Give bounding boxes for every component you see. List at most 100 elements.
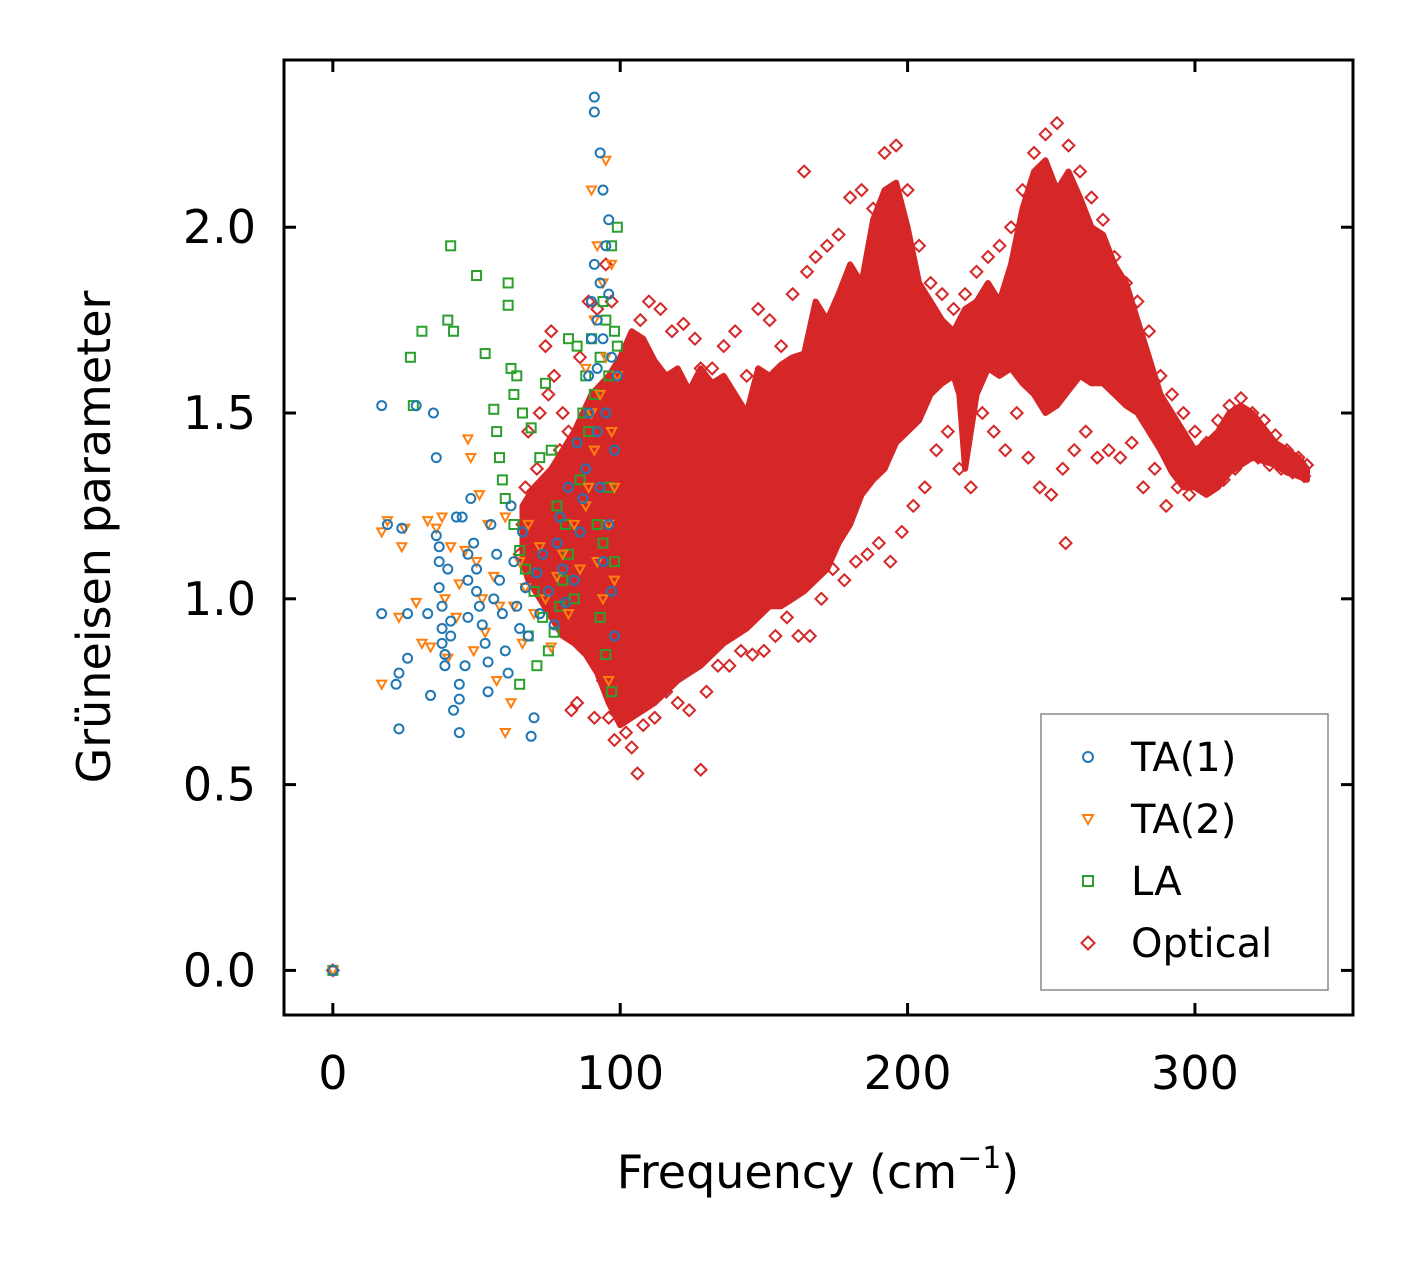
optical-point [963,480,979,495]
optical-point [1066,442,1082,458]
ta-1-point [439,649,451,661]
optical-point [618,725,634,740]
optical-point [1299,457,1315,473]
ta-1-point [462,574,474,586]
la-point [508,388,520,400]
optical-point [940,424,956,439]
la-point [488,403,500,415]
ta-2-point [458,545,472,558]
la-point [591,518,603,530]
optical-point [871,535,887,551]
optical-point [762,312,777,328]
optical-point [814,591,829,607]
optical-point [998,442,1013,458]
ta-1-point [511,600,523,612]
ta-1-point [505,500,517,512]
optical-point [1222,398,1237,413]
optical-point [1170,480,1185,495]
optical-point [1239,442,1254,458]
optical-point [1061,138,1076,153]
ta-1-point [456,511,468,523]
ta-1-point [608,630,620,642]
x-axis-label-close: ) [1001,1145,1019,1199]
la-point [594,611,606,623]
ta-1-point [562,481,574,493]
ta-1-point [479,637,491,649]
y-axis-label: Grüneisen parameter [67,290,121,783]
ta-1-point [459,660,471,672]
optical-point [687,331,703,346]
optical-point [969,264,984,280]
ta-1-point [393,723,405,735]
ta-1-point [327,964,339,976]
legend-frame [1040,713,1329,991]
optical-point [1078,424,1094,439]
ta-2-point [605,426,618,439]
optical-point [598,257,614,272]
ta-1-point [603,288,615,300]
ta-2-point [522,519,535,532]
ta-1-point [445,630,457,642]
optical-point [1164,387,1180,402]
optical-point [722,658,737,673]
ta-2-point [464,453,477,465]
ta-2-point [579,363,592,375]
plot-frame [282,58,1355,1017]
ta-1-point [591,362,603,374]
x-axis-label: Frequency (cm−1) [617,1141,1020,1199]
ta-1-point [525,730,537,742]
optical-point [526,535,542,551]
la-point [448,325,460,337]
ta-1-point [514,623,526,635]
ta-1-point [471,563,483,575]
legend-entry-ta-1: TA(1) [1082,735,1236,781]
la-point [574,474,586,486]
optical-point [733,643,749,659]
ta-1-point [476,619,488,631]
optical-point [535,572,550,588]
legend-marker-ta-1 [1082,751,1094,763]
ta-1-point [468,537,480,549]
optical-point [1055,461,1071,477]
optical-point [888,138,904,153]
optical-point [808,249,823,265]
ta-1-point [560,597,572,609]
optical-point [1273,461,1289,477]
series-ta-2 [326,155,624,977]
ta-1-point [402,652,414,664]
ta-2-point [473,490,486,502]
ta-1-point [608,444,620,456]
la-point [577,407,589,419]
ta-2-point [438,594,452,606]
ta-1-point [433,556,445,568]
optical-point [1256,413,1272,428]
legend-marker-optical [1080,935,1096,951]
ta-2-point [461,434,475,446]
ta-2-point [550,571,564,584]
ta-1-point [471,585,483,597]
ta-1-point [436,623,448,635]
ta-2-point [375,679,388,691]
ta-1-point [433,582,445,594]
optical-point [745,647,760,662]
ta-1-point [453,678,465,690]
optical-point [1089,450,1105,465]
la-point [600,649,612,661]
ta-2-point [435,512,449,524]
ta-2-point [467,646,480,658]
la-point [505,362,517,374]
ta-2-point [562,609,575,621]
ta-2-point [599,155,613,167]
optical-point [1285,465,1300,480]
x-axis-ticks: 0 100 200 300 [318,60,1239,1100]
ta-1-point [554,511,566,523]
ta-1-point [568,574,580,586]
la-point [514,545,526,557]
x-tick-label: 0 [318,1046,347,1100]
ta-2-point [588,445,601,457]
ta-1-point [427,407,439,419]
optical-point [1021,450,1036,465]
ta-2-point [582,482,595,494]
ta-1-point [485,518,497,530]
